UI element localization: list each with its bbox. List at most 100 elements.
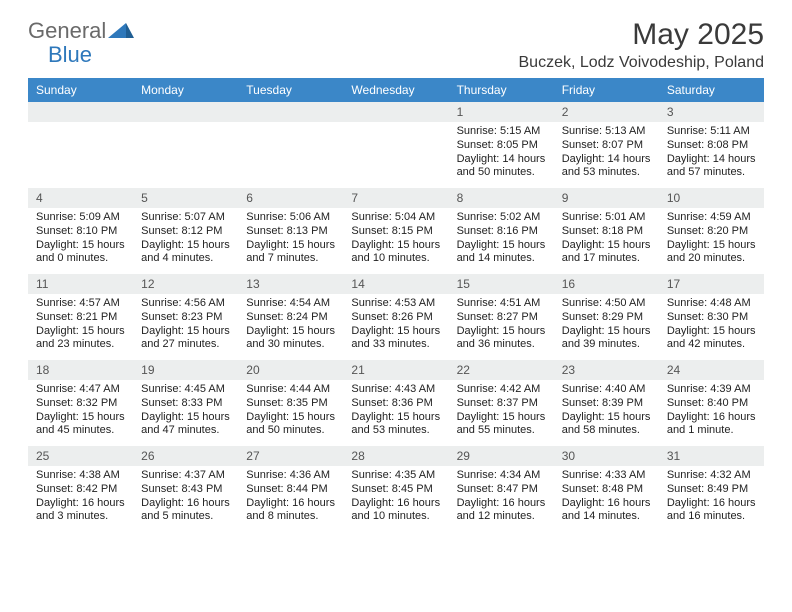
day-body: Sunrise: 5:07 AMSunset: 8:12 PMDaylight:… bbox=[133, 208, 238, 270]
calendar-day-cell: 20Sunrise: 4:44 AMSunset: 8:35 PMDayligh… bbox=[238, 360, 343, 446]
calendar-day-cell: 11Sunrise: 4:57 AMSunset: 8:21 PMDayligh… bbox=[28, 274, 133, 360]
calendar-day-cell: 7Sunrise: 5:04 AMSunset: 8:15 PMDaylight… bbox=[343, 188, 448, 274]
day-number: 28 bbox=[343, 446, 448, 466]
sunset-text: Sunset: 8:40 PM bbox=[667, 397, 756, 411]
calendar-day-cell: 3Sunrise: 5:11 AMSunset: 8:08 PMDaylight… bbox=[659, 102, 764, 188]
sunset-text: Sunset: 8:21 PM bbox=[36, 311, 125, 325]
sunrise-text: Sunrise: 5:06 AM bbox=[246, 211, 335, 225]
day-body: Sunrise: 5:02 AMSunset: 8:16 PMDaylight:… bbox=[449, 208, 554, 270]
sunrise-text: Sunrise: 4:59 AM bbox=[667, 211, 756, 225]
sunrise-text: Sunrise: 4:33 AM bbox=[562, 469, 651, 483]
day-number: 31 bbox=[659, 446, 764, 466]
sunrise-text: Sunrise: 5:09 AM bbox=[36, 211, 125, 225]
sunset-text: Sunset: 8:48 PM bbox=[562, 483, 651, 497]
day-number: 8 bbox=[449, 188, 554, 208]
sunrise-text: Sunrise: 4:32 AM bbox=[667, 469, 756, 483]
day-body: Sunrise: 4:37 AMSunset: 8:43 PMDaylight:… bbox=[133, 466, 238, 528]
daylight-text: Daylight: 16 hours and 10 minutes. bbox=[351, 497, 440, 525]
sunrise-text: Sunrise: 5:01 AM bbox=[562, 211, 651, 225]
day-number bbox=[28, 102, 133, 122]
sunrise-text: Sunrise: 4:54 AM bbox=[246, 297, 335, 311]
day-body: Sunrise: 4:50 AMSunset: 8:29 PMDaylight:… bbox=[554, 294, 659, 356]
day-number: 11 bbox=[28, 274, 133, 294]
day-body: Sunrise: 4:57 AMSunset: 8:21 PMDaylight:… bbox=[28, 294, 133, 356]
day-number: 17 bbox=[659, 274, 764, 294]
calendar-day-cell: 13Sunrise: 4:54 AMSunset: 8:24 PMDayligh… bbox=[238, 274, 343, 360]
day-body: Sunrise: 4:48 AMSunset: 8:30 PMDaylight:… bbox=[659, 294, 764, 356]
day-number: 13 bbox=[238, 274, 343, 294]
day-body: Sunrise: 5:15 AMSunset: 8:05 PMDaylight:… bbox=[449, 122, 554, 184]
sunset-text: Sunset: 8:30 PM bbox=[667, 311, 756, 325]
weekday-header: Saturday bbox=[659, 78, 764, 102]
sunset-text: Sunset: 8:18 PM bbox=[562, 225, 651, 239]
logo: General bbox=[28, 18, 136, 44]
calendar-day-cell bbox=[238, 102, 343, 188]
logo-text-general: General bbox=[28, 18, 106, 44]
calendar-week-row: 4Sunrise: 5:09 AMSunset: 8:10 PMDaylight… bbox=[28, 188, 764, 274]
day-body: Sunrise: 4:51 AMSunset: 8:27 PMDaylight:… bbox=[449, 294, 554, 356]
sunrise-text: Sunrise: 4:34 AM bbox=[457, 469, 546, 483]
daylight-text: Daylight: 15 hours and 10 minutes. bbox=[351, 239, 440, 267]
daylight-text: Daylight: 15 hours and 55 minutes. bbox=[457, 411, 546, 439]
calendar-day-cell: 30Sunrise: 4:33 AMSunset: 8:48 PMDayligh… bbox=[554, 446, 659, 532]
day-number: 1 bbox=[449, 102, 554, 122]
weekday-header-row: Sunday Monday Tuesday Wednesday Thursday… bbox=[28, 78, 764, 102]
daylight-text: Daylight: 16 hours and 1 minute. bbox=[667, 411, 756, 439]
calendar-day-cell: 15Sunrise: 4:51 AMSunset: 8:27 PMDayligh… bbox=[449, 274, 554, 360]
weekday-header: Sunday bbox=[28, 78, 133, 102]
sunrise-text: Sunrise: 4:57 AM bbox=[36, 297, 125, 311]
day-number: 27 bbox=[238, 446, 343, 466]
day-number: 6 bbox=[238, 188, 343, 208]
day-body: Sunrise: 4:45 AMSunset: 8:33 PMDaylight:… bbox=[133, 380, 238, 442]
calendar-day-cell: 22Sunrise: 4:42 AMSunset: 8:37 PMDayligh… bbox=[449, 360, 554, 446]
sunset-text: Sunset: 8:49 PM bbox=[667, 483, 756, 497]
calendar-day-cell: 10Sunrise: 4:59 AMSunset: 8:20 PMDayligh… bbox=[659, 188, 764, 274]
sunrise-text: Sunrise: 4:44 AM bbox=[246, 383, 335, 397]
day-body: Sunrise: 4:35 AMSunset: 8:45 PMDaylight:… bbox=[343, 466, 448, 528]
day-body bbox=[238, 122, 343, 129]
sunrise-text: Sunrise: 4:51 AM bbox=[457, 297, 546, 311]
sunset-text: Sunset: 8:37 PM bbox=[457, 397, 546, 411]
sunset-text: Sunset: 8:47 PM bbox=[457, 483, 546, 497]
daylight-text: Daylight: 15 hours and 23 minutes. bbox=[36, 325, 125, 353]
calendar-day-cell: 9 Sunrise: 5:01 AMSunset: 8:18 PMDaylight… bbox=[554, 188, 659, 274]
sunset-text: Sunset: 8:24 PM bbox=[246, 311, 335, 325]
daylight-text: Daylight: 14 hours and 57 minutes. bbox=[667, 153, 756, 181]
sunrise-text: Sunrise: 4:40 AM bbox=[562, 383, 651, 397]
sunrise-text: Sunrise: 4:39 AM bbox=[667, 383, 756, 397]
day-number: 22 bbox=[449, 360, 554, 380]
day-number: 15 bbox=[449, 274, 554, 294]
sunset-text: Sunset: 8:13 PM bbox=[246, 225, 335, 239]
day-body: Sunrise: 5:11 AMSunset: 8:08 PMDaylight:… bbox=[659, 122, 764, 184]
day-number: 9 bbox=[554, 188, 659, 208]
daylight-text: Daylight: 16 hours and 8 minutes. bbox=[246, 497, 335, 525]
day-body: Sunrise: 5:09 AMSunset: 8:10 PMDaylight:… bbox=[28, 208, 133, 270]
daylight-text: Daylight: 15 hours and 39 minutes. bbox=[562, 325, 651, 353]
sunset-text: Sunset: 8:45 PM bbox=[351, 483, 440, 497]
sunset-text: Sunset: 8:16 PM bbox=[457, 225, 546, 239]
daylight-text: Daylight: 15 hours and 27 minutes. bbox=[141, 325, 230, 353]
daylight-text: Daylight: 16 hours and 12 minutes. bbox=[457, 497, 546, 525]
daylight-text: Daylight: 16 hours and 16 minutes. bbox=[667, 497, 756, 525]
day-number bbox=[238, 102, 343, 122]
daylight-text: Daylight: 15 hours and 7 minutes. bbox=[246, 239, 335, 267]
sunset-text: Sunset: 8:20 PM bbox=[667, 225, 756, 239]
sunset-text: Sunset: 8:35 PM bbox=[246, 397, 335, 411]
daylight-text: Daylight: 15 hours and 33 minutes. bbox=[351, 325, 440, 353]
day-body bbox=[28, 122, 133, 129]
day-number: 30 bbox=[554, 446, 659, 466]
sunrise-text: Sunrise: 5:02 AM bbox=[457, 211, 546, 225]
sunset-text: Sunset: 8:29 PM bbox=[562, 311, 651, 325]
daylight-text: Daylight: 14 hours and 50 minutes. bbox=[457, 153, 546, 181]
sunset-text: Sunset: 8:39 PM bbox=[562, 397, 651, 411]
daylight-text: Daylight: 15 hours and 14 minutes. bbox=[457, 239, 546, 267]
logo-triangle-icon bbox=[108, 20, 134, 43]
day-number: 4 bbox=[28, 188, 133, 208]
weekday-header: Wednesday bbox=[343, 78, 448, 102]
daylight-text: Daylight: 15 hours and 53 minutes. bbox=[351, 411, 440, 439]
calendar-day-cell: 12Sunrise: 4:56 AMSunset: 8:23 PMDayligh… bbox=[133, 274, 238, 360]
sunset-text: Sunset: 8:23 PM bbox=[141, 311, 230, 325]
daylight-text: Daylight: 15 hours and 17 minutes. bbox=[562, 239, 651, 267]
sunrise-text: Sunrise: 4:56 AM bbox=[141, 297, 230, 311]
sunset-text: Sunset: 8:05 PM bbox=[457, 139, 546, 153]
